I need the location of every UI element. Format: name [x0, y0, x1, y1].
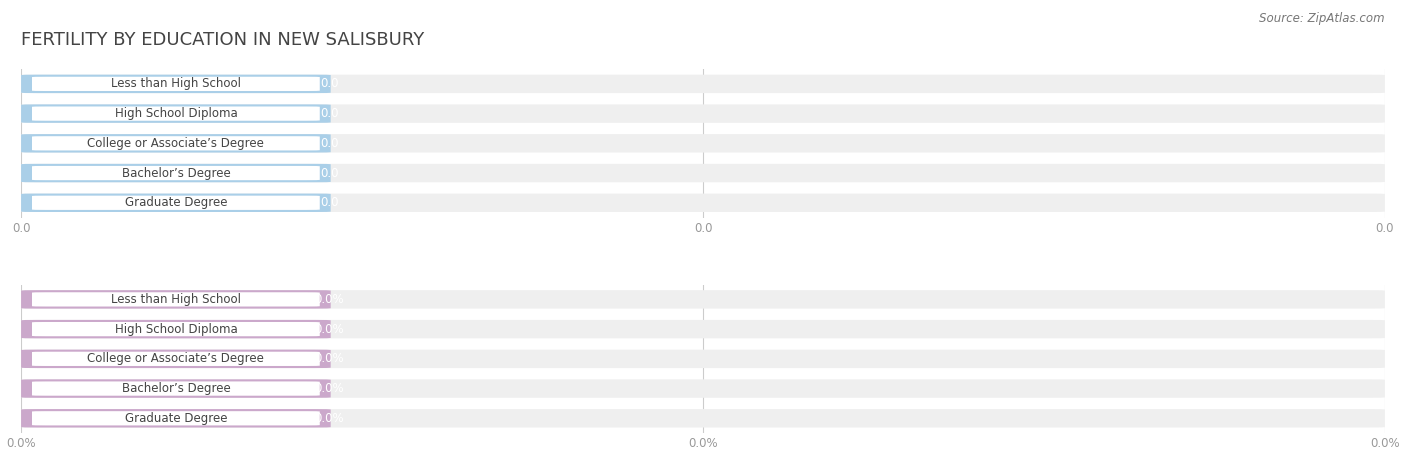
Text: 0.0: 0.0: [321, 167, 339, 179]
FancyBboxPatch shape: [32, 196, 319, 210]
Text: High School Diploma: High School Diploma: [114, 107, 238, 120]
Text: 0.0%: 0.0%: [315, 382, 344, 395]
FancyBboxPatch shape: [32, 381, 319, 396]
FancyBboxPatch shape: [21, 290, 1385, 308]
Text: 0.0%: 0.0%: [315, 352, 344, 366]
FancyBboxPatch shape: [21, 194, 1385, 212]
FancyBboxPatch shape: [21, 379, 330, 398]
FancyBboxPatch shape: [21, 194, 330, 212]
FancyBboxPatch shape: [21, 134, 1385, 152]
FancyBboxPatch shape: [21, 290, 330, 308]
Text: FERTILITY BY EDUCATION IN NEW SALISBURY: FERTILITY BY EDUCATION IN NEW SALISBURY: [21, 31, 425, 49]
FancyBboxPatch shape: [21, 164, 330, 182]
Text: Bachelor’s Degree: Bachelor’s Degree: [121, 167, 231, 179]
FancyBboxPatch shape: [21, 75, 330, 93]
Text: 0.0%: 0.0%: [315, 412, 344, 425]
Text: College or Associate’s Degree: College or Associate’s Degree: [87, 137, 264, 150]
Text: 0.0%: 0.0%: [315, 293, 344, 306]
FancyBboxPatch shape: [32, 322, 319, 336]
FancyBboxPatch shape: [21, 350, 1385, 368]
Text: High School Diploma: High School Diploma: [114, 323, 238, 336]
FancyBboxPatch shape: [32, 352, 319, 366]
Text: Less than High School: Less than High School: [111, 78, 240, 90]
FancyBboxPatch shape: [21, 104, 1385, 123]
Text: 0.0: 0.0: [321, 137, 339, 150]
Text: Source: ZipAtlas.com: Source: ZipAtlas.com: [1260, 12, 1385, 25]
Text: 0.0: 0.0: [321, 196, 339, 209]
Text: Less than High School: Less than High School: [111, 293, 240, 306]
Text: College or Associate’s Degree: College or Associate’s Degree: [87, 352, 264, 366]
FancyBboxPatch shape: [21, 75, 1385, 93]
FancyBboxPatch shape: [32, 166, 319, 180]
FancyBboxPatch shape: [21, 379, 1385, 398]
FancyBboxPatch shape: [21, 134, 330, 152]
FancyBboxPatch shape: [21, 164, 1385, 182]
FancyBboxPatch shape: [32, 411, 319, 426]
FancyBboxPatch shape: [21, 320, 1385, 338]
Text: Graduate Degree: Graduate Degree: [125, 196, 228, 209]
FancyBboxPatch shape: [21, 350, 330, 368]
FancyBboxPatch shape: [32, 107, 319, 121]
FancyBboxPatch shape: [21, 409, 330, 427]
FancyBboxPatch shape: [21, 409, 1385, 427]
FancyBboxPatch shape: [32, 77, 319, 91]
Text: Bachelor’s Degree: Bachelor’s Degree: [121, 382, 231, 395]
Text: 0.0%: 0.0%: [315, 323, 344, 336]
FancyBboxPatch shape: [21, 104, 330, 123]
FancyBboxPatch shape: [21, 320, 330, 338]
FancyBboxPatch shape: [32, 292, 319, 307]
FancyBboxPatch shape: [32, 136, 319, 150]
Text: 0.0: 0.0: [321, 78, 339, 90]
Text: Graduate Degree: Graduate Degree: [125, 412, 228, 425]
Text: 0.0: 0.0: [321, 107, 339, 120]
